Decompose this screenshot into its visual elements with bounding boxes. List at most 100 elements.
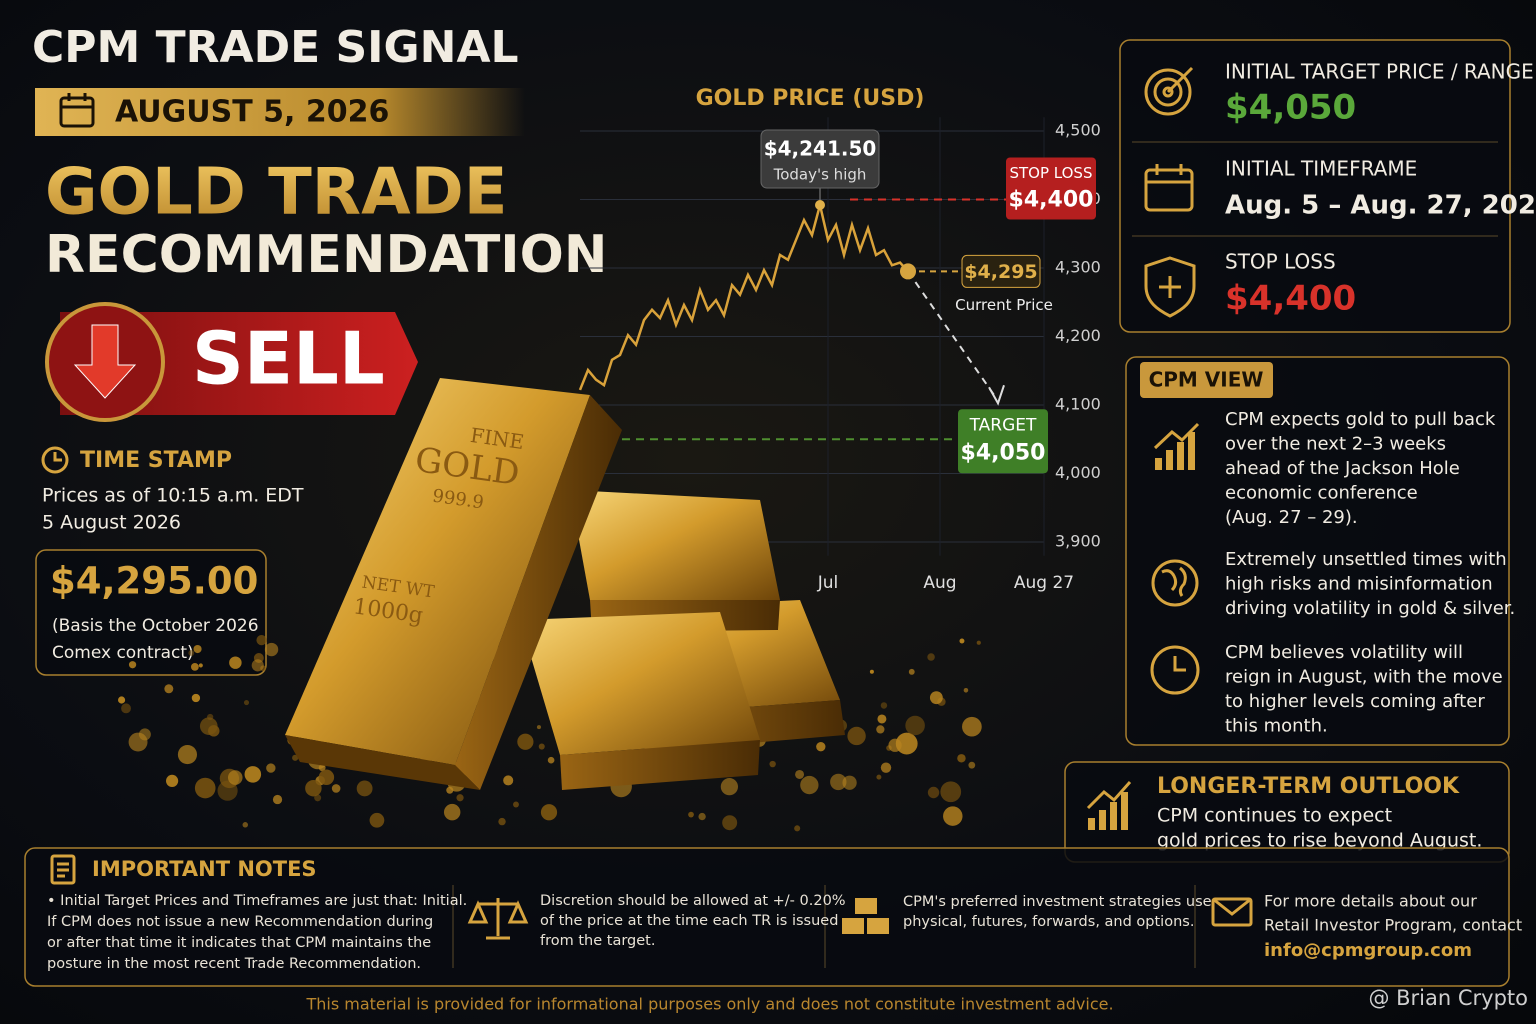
nugget <box>194 777 216 799</box>
nugget <box>165 774 179 788</box>
nugget <box>198 663 203 668</box>
nugget <box>128 661 137 669</box>
bar-bottom <box>285 735 480 790</box>
nugget <box>876 725 885 734</box>
nugget <box>305 779 322 797</box>
nugget <box>769 760 776 768</box>
nugget <box>190 662 199 671</box>
cpm-view-text: to higher levels coming after <box>1225 691 1485 712</box>
nugget <box>869 669 874 674</box>
notes-box <box>24 847 1510 987</box>
signal: SELL <box>192 317 385 401</box>
cpm-view-text: CPM believes volatility will <box>1225 642 1463 663</box>
nugget <box>908 668 915 675</box>
summary-value: $4,050 <box>1225 88 1356 128</box>
title: CPM TRADE SIGNAL <box>32 22 519 73</box>
nugget <box>962 716 982 737</box>
clock-icon <box>41 446 69 474</box>
watermark: @ Brian Crypto <box>1368 986 1528 1010</box>
nugget <box>503 775 514 786</box>
x-tick-label: Aug <box>923 573 956 593</box>
target-price: $4,050 <box>961 440 1046 465</box>
date-bar <box>35 88 525 136</box>
nugget <box>794 825 801 832</box>
price-line <box>578 204 909 391</box>
nugget <box>877 714 887 724</box>
note-text: Retail Investor Program, contact <box>1264 916 1522 935</box>
cpm-view-text: high risks and misinformation <box>1225 574 1493 595</box>
gold-bars <box>285 378 845 790</box>
chart-icon <box>1155 432 1195 470</box>
cpm-view-text: CPM expects gold to pull back <box>1225 409 1496 430</box>
summary-label: INITIAL TARGET PRICE / RANGE <box>1225 60 1534 84</box>
bar <box>285 378 590 765</box>
cpm-view-text: (Aug. 27 – 29). <box>1225 507 1358 528</box>
stop-loss-label: STOP LOSS <box>1010 164 1093 182</box>
summary-value: Aug. 5 – Aug. 27, 2026 <box>1225 191 1536 221</box>
bar-side <box>560 740 760 790</box>
shield-icon <box>1144 256 1196 318</box>
nugget <box>536 725 542 730</box>
nugget <box>443 803 461 821</box>
price-box <box>35 549 267 676</box>
high-callout <box>760 129 880 189</box>
x-tick-label: Jul <box>817 573 839 593</box>
nugget <box>266 763 276 773</box>
high-price: $4,241.50 <box>764 137 877 161</box>
cpm-view-heading: CPM VIEW <box>1149 368 1264 392</box>
nugget <box>227 770 243 785</box>
clock-hand <box>1173 656 1186 672</box>
nugget <box>121 703 131 714</box>
nugget <box>331 784 341 793</box>
nugget <box>929 691 943 705</box>
cpm-view-box <box>1125 356 1510 746</box>
y-tick-label: 4,100 <box>1055 395 1101 414</box>
nugget <box>242 822 249 828</box>
nugget <box>957 754 966 763</box>
nugget <box>800 775 819 795</box>
nugget <box>177 745 198 765</box>
nugget <box>264 642 279 657</box>
summary-box <box>1119 39 1511 333</box>
nugget <box>356 780 373 797</box>
notes-heading: IMPORTANT NOTES <box>92 857 317 881</box>
cpm-view-items: CPM expects gold to pull back over the ne… <box>1225 409 1515 737</box>
price: $4,295.00 <box>50 560 258 603</box>
nugget <box>547 756 555 764</box>
cpm-view-text: Extremely unsettled times with <box>1225 549 1507 570</box>
nugget <box>959 638 965 644</box>
calendar-icon <box>59 93 95 128</box>
note-text: Discretion should be allowed at +/- 0.20… <box>540 893 846 909</box>
y-tick-label: 4,000 <box>1055 463 1101 482</box>
y-tick-label: 4,300 <box>1055 258 1101 277</box>
target-icon <box>1144 66 1194 116</box>
nugget <box>517 733 534 750</box>
note-text: If CPM does not issue a new Recommendati… <box>47 914 433 930</box>
nugget <box>795 769 805 779</box>
envelope-icon <box>1211 897 1253 927</box>
nugget <box>888 738 902 752</box>
cpm-view-text: reign in August, with the move <box>1225 667 1503 688</box>
nugget <box>513 801 519 808</box>
cpm-view-text: driving volatility in gold & silver. <box>1225 598 1515 619</box>
nugget <box>963 688 969 693</box>
clock-icon <box>1150 645 1200 695</box>
cpm-view-text: this month. <box>1225 716 1328 737</box>
down-arrow <box>73 324 137 399</box>
timestamp-text: 5 August 2026 <box>42 512 181 534</box>
current-note: Current Price <box>955 296 1053 314</box>
outlook-text: gold prices to rise beyond August. <box>1157 830 1482 852</box>
calendar-icon <box>1144 164 1194 212</box>
nugget <box>895 732 918 755</box>
email[interactable]: info@cpmgroup.com <box>1264 940 1472 961</box>
y-tick-label: 3,900 <box>1055 532 1101 551</box>
outlook-icon-line <box>1086 781 1132 810</box>
clock-hand <box>53 452 62 462</box>
nugget <box>940 781 962 803</box>
disclaimer: This material is provided for informatio… <box>305 995 1113 1014</box>
peak-marker <box>815 199 825 210</box>
current-price: $4,295 <box>964 261 1037 283</box>
note-text: physical, futures, forwards, and options… <box>903 914 1194 930</box>
nugget <box>138 728 151 741</box>
